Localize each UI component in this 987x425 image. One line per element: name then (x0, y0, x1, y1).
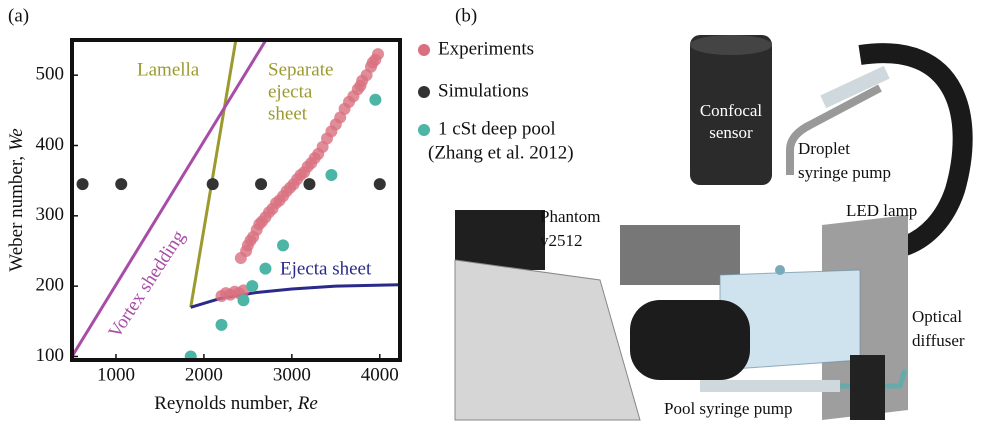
x-label-symbol: Re (297, 393, 318, 414)
label-line: Optical (912, 307, 962, 326)
point (255, 178, 268, 191)
label-line: Pool syringe pump (664, 399, 792, 418)
y-tick-label: 400 (36, 134, 65, 155)
legend-swatch (418, 86, 430, 98)
x-label-text: Reynolds number, (154, 393, 293, 414)
annotation: Lamella (137, 59, 200, 80)
annotation: Separate (268, 59, 333, 80)
x-axis-label: Reynolds number, Re (154, 393, 318, 414)
label-line: LED lamp (846, 201, 917, 220)
label-line: Phantom (540, 207, 600, 226)
y-tick-label: 100 (36, 345, 65, 366)
legend-label: Experiments (438, 38, 534, 59)
x-tick-label: 3000 (273, 364, 311, 385)
legend-swatch (418, 124, 430, 136)
curve (189, 40, 238, 308)
apparatus (454, 35, 973, 421)
point (206, 178, 219, 191)
point (366, 56, 379, 69)
label-line: Droplet (798, 139, 850, 158)
frame (70, 38, 402, 362)
y-tick-label: 500 (36, 64, 65, 85)
x-tick-label: 2000 (185, 364, 223, 385)
y-tick-label: 300 (36, 204, 65, 225)
curve (190, 283, 400, 309)
plot (72, 40, 400, 360)
label-line: sensor (709, 123, 753, 142)
curve (72, 40, 268, 358)
legend-swatch (418, 44, 430, 56)
label-line: Confocal (700, 101, 763, 120)
y-tick-label: 200 (36, 275, 65, 296)
annotation: sheet (268, 103, 308, 124)
point (303, 178, 316, 191)
y-label-symbol: We (6, 128, 27, 151)
point (76, 178, 89, 191)
point (237, 294, 250, 307)
point (373, 178, 386, 191)
point (215, 318, 228, 331)
label-line: syringe pump (798, 163, 891, 182)
x-tick-label: 4000 (361, 364, 399, 385)
point (325, 169, 338, 182)
y-label-text: Weber number, (6, 156, 27, 272)
legend-label: 1 cSt deep pool (438, 118, 556, 139)
label-line: v2512 (540, 231, 583, 250)
x-tick-label: 1000 (97, 364, 135, 385)
annotation: Ejecta sheet (280, 258, 372, 279)
point (246, 280, 259, 293)
legend-note: (Zhang et al. 2012) (428, 142, 574, 163)
point (259, 262, 272, 275)
legend-label: Simulations (438, 80, 529, 101)
label-line: diffuser (912, 331, 965, 350)
point (369, 93, 382, 106)
point (184, 350, 197, 360)
point (354, 79, 367, 92)
annotation: ejecta (268, 81, 313, 102)
point (115, 178, 128, 191)
point (277, 239, 290, 252)
y-axis-label: Weber number, We (6, 128, 27, 271)
panel-label: (b) (455, 5, 477, 26)
panel-label: (a) (8, 5, 29, 26)
